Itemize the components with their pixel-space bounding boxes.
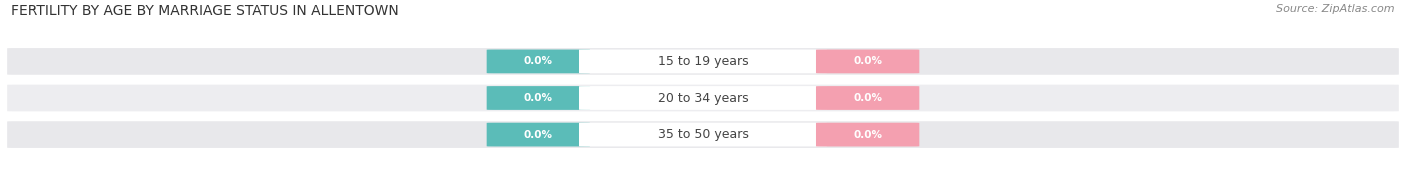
FancyBboxPatch shape: [486, 123, 591, 146]
Text: 35 to 50 years: 35 to 50 years: [658, 128, 748, 141]
Text: 0.0%: 0.0%: [524, 130, 553, 140]
Text: 0.0%: 0.0%: [853, 56, 882, 66]
Text: 15 to 19 years: 15 to 19 years: [658, 55, 748, 68]
FancyBboxPatch shape: [579, 123, 827, 146]
FancyBboxPatch shape: [7, 85, 1399, 111]
FancyBboxPatch shape: [7, 48, 1399, 75]
FancyBboxPatch shape: [815, 86, 920, 110]
FancyBboxPatch shape: [486, 50, 591, 73]
Text: 0.0%: 0.0%: [524, 56, 553, 66]
Text: 20 to 34 years: 20 to 34 years: [658, 92, 748, 104]
FancyBboxPatch shape: [579, 50, 827, 73]
Text: Source: ZipAtlas.com: Source: ZipAtlas.com: [1277, 4, 1395, 14]
Text: 0.0%: 0.0%: [853, 93, 882, 103]
FancyBboxPatch shape: [7, 121, 1399, 148]
FancyBboxPatch shape: [579, 86, 827, 110]
Text: 0.0%: 0.0%: [853, 130, 882, 140]
FancyBboxPatch shape: [815, 50, 920, 73]
Text: FERTILITY BY AGE BY MARRIAGE STATUS IN ALLENTOWN: FERTILITY BY AGE BY MARRIAGE STATUS IN A…: [11, 4, 399, 18]
FancyBboxPatch shape: [815, 123, 920, 146]
FancyBboxPatch shape: [486, 86, 591, 110]
Text: 0.0%: 0.0%: [524, 93, 553, 103]
